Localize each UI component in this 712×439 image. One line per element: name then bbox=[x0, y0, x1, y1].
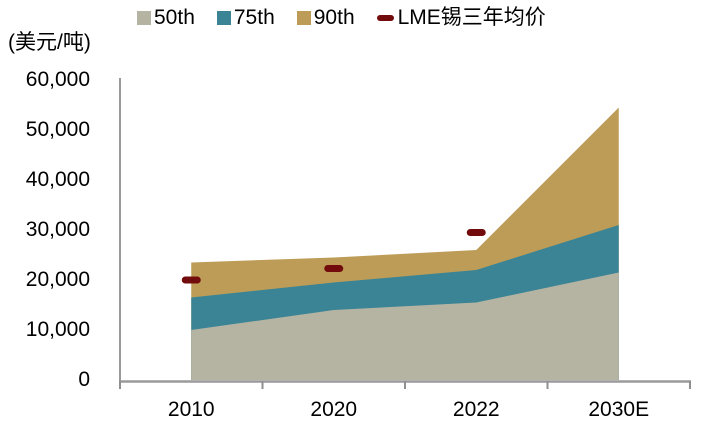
legend-swatch-icon bbox=[137, 11, 151, 25]
legend-item-90th: 90th bbox=[296, 6, 355, 30]
y-tick-label: 50,000 bbox=[25, 118, 90, 141]
y-tick-label: 20,000 bbox=[25, 268, 90, 291]
legend-label: 75th bbox=[233, 6, 275, 29]
x-tick-label-2022: 2022 bbox=[452, 398, 500, 421]
legend-dash-swatch-icon bbox=[376, 15, 394, 21]
lme-avg-marker-2022 bbox=[466, 229, 486, 236]
x-tick-label-2030E: 2030E bbox=[588, 398, 650, 421]
area-band-50th bbox=[191, 272, 619, 380]
legend-item-50th: 50th bbox=[137, 6, 195, 30]
legend-label: 90th bbox=[313, 6, 355, 29]
legend-label: 50th bbox=[154, 6, 195, 29]
y-tick-label: 10,000 bbox=[25, 318, 90, 341]
lme-avg-marker-2010 bbox=[181, 276, 201, 284]
legend-item-lme-avg: LME锡三年均价 bbox=[376, 6, 546, 30]
x-tick-label-2020: 2020 bbox=[310, 398, 358, 421]
legend-swatch-icon bbox=[216, 11, 231, 25]
y-tick-label: 0 bbox=[78, 368, 90, 391]
legend-swatch-icon bbox=[296, 11, 311, 25]
lme-avg-marker-2020 bbox=[324, 265, 344, 272]
y-axis-unit-label: (美元/吨) bbox=[8, 31, 91, 54]
y-tick-label: 40,000 bbox=[25, 168, 90, 191]
legend: 50th 75th 90th LME锡三年均价 bbox=[137, 6, 546, 30]
legend-item-75th: 75th bbox=[216, 6, 275, 30]
y-tick-label: 30,000 bbox=[25, 218, 90, 241]
x-tick-label-2010: 2010 bbox=[167, 398, 215, 421]
y-tick-label: 60,000 bbox=[25, 68, 90, 91]
legend-label: LME锡三年均价 bbox=[397, 6, 546, 29]
